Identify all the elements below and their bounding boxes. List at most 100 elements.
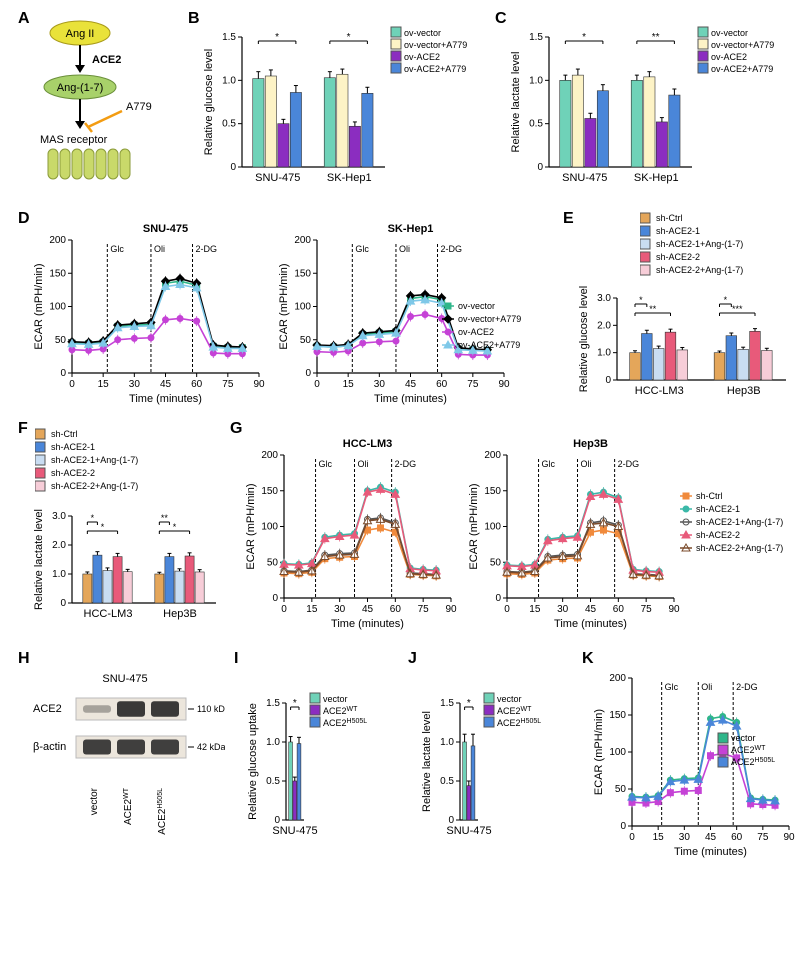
panel-g-chart2: 0501001502000153045607590GlcOli2-DGHep3B…: [465, 435, 680, 630]
svg-text:sh-ACE2-1+Ang-(1-7): sh-ACE2-1+Ang-(1-7): [656, 239, 743, 249]
svg-text:45: 45: [160, 379, 172, 390]
svg-text:2.0: 2.0: [597, 320, 611, 331]
panel-e-chart: 01.02.03.0Relative glucose levelHCC-LM3H…: [575, 268, 790, 408]
svg-text:SNU-475: SNU-475: [272, 825, 317, 837]
panel-j-chart: 00.51.01.5Relative lactate levelSNU-475*…: [418, 658, 573, 848]
svg-text:1.5: 1.5: [440, 698, 454, 709]
svg-text:200: 200: [261, 450, 278, 461]
svg-text:*: *: [293, 698, 297, 709]
svg-text:90: 90: [253, 379, 265, 390]
svg-text:SK-Hep1: SK-Hep1: [327, 172, 372, 184]
svg-text:90: 90: [668, 604, 680, 615]
svg-text:100: 100: [484, 522, 501, 533]
ace2-text: ACE2: [92, 54, 121, 66]
svg-text:ACE2WT: ACE2WT: [123, 787, 135, 825]
panel-b-chart: 00.51.01.5Relative glucose levelSNU-475S…: [200, 15, 480, 195]
svg-text:90: 90: [498, 379, 510, 390]
svg-text:Hep3B: Hep3B: [163, 608, 197, 620]
svg-text:50: 50: [55, 335, 67, 346]
svg-text:2-DG: 2-DG: [618, 459, 640, 469]
svg-text:HCC-LM3: HCC-LM3: [84, 608, 133, 620]
svg-text:30: 30: [679, 832, 691, 843]
svg-text:vector: vector: [497, 694, 522, 704]
svg-text:*: *: [467, 698, 471, 709]
svg-text:ov-ACE2: ov-ACE2: [458, 327, 494, 337]
svg-text:2.0: 2.0: [52, 540, 66, 551]
svg-text:45: 45: [585, 604, 597, 615]
svg-text:sh-ACE2-2: sh-ACE2-2: [696, 530, 740, 540]
svg-text:75: 75: [467, 379, 479, 390]
svg-text:vector: vector: [89, 787, 100, 815]
panel-c-label: C: [495, 10, 507, 28]
svg-text:Hep3B: Hep3B: [727, 385, 761, 397]
svg-text:0.5: 0.5: [222, 119, 236, 130]
svg-text:50: 50: [300, 335, 312, 346]
svg-text:200: 200: [484, 450, 501, 461]
svg-text:***: ***: [732, 304, 743, 314]
svg-text:0: 0: [495, 593, 501, 604]
svg-text:ACE2H505L: ACE2H505L: [497, 718, 541, 729]
svg-text:*: *: [91, 513, 95, 523]
svg-text:ov-ACE2+A779: ov-ACE2+A779: [711, 64, 773, 74]
svg-text:Glc: Glc: [542, 459, 556, 469]
svg-text:0: 0: [629, 832, 635, 843]
svg-text:1.0: 1.0: [440, 737, 454, 748]
svg-text:15: 15: [306, 604, 318, 615]
svg-text:HCC-LM3: HCC-LM3: [635, 385, 684, 397]
svg-text:**: **: [649, 304, 657, 314]
svg-text:ov-vector+A779: ov-vector+A779: [458, 314, 521, 324]
svg-text:0: 0: [60, 368, 66, 379]
svg-text:**: **: [652, 32, 660, 43]
a779-text: A779: [126, 101, 152, 113]
svg-text:0: 0: [69, 379, 75, 390]
svg-text:200: 200: [294, 235, 311, 246]
panel-i-label: I: [234, 650, 238, 668]
svg-text:Glc: Glc: [355, 244, 369, 254]
svg-text:0: 0: [504, 604, 510, 615]
panel-i-chart: 00.51.01.5Relative glucose uptakeSNU-475…: [244, 658, 399, 848]
svg-text:*: *: [173, 522, 177, 532]
svg-text:Glc: Glc: [665, 682, 679, 692]
svg-text:ACE2WT: ACE2WT: [731, 745, 766, 756]
svg-text:ov-ACE2: ov-ACE2: [404, 52, 440, 62]
svg-text:SNU-475: SNU-475: [446, 825, 491, 837]
panel-d-chart1: 0501001502000153045607590GlcOli2-DGSNU-4…: [30, 220, 265, 405]
svg-text:90: 90: [783, 832, 795, 843]
svg-text:110 kDa: 110 kDa: [197, 704, 225, 714]
svg-text:ECAR (mPH/min): ECAR (mPH/min): [33, 263, 45, 349]
svg-text:sh-ACE2-1: sh-ACE2-1: [656, 226, 700, 236]
svg-text:2-DG: 2-DG: [196, 244, 218, 254]
svg-text:ACE2WT: ACE2WT: [323, 706, 358, 717]
svg-text:*: *: [101, 522, 105, 532]
svg-text:50: 50: [267, 557, 279, 568]
svg-text:Oli: Oli: [399, 244, 410, 254]
panel-k-chart: 0501001502000153045607590GlcOli2-DGECAR …: [590, 658, 795, 858]
svg-text:1.0: 1.0: [222, 75, 236, 86]
svg-text:Time (minutes): Time (minutes): [554, 618, 627, 630]
svg-text:ACE2: ACE2: [33, 703, 62, 715]
svg-text:*: *: [275, 32, 279, 43]
panel-a-label: A: [18, 10, 30, 28]
svg-text:0: 0: [60, 598, 66, 609]
svg-text:0.5: 0.5: [266, 776, 280, 787]
panel-d-label: D: [18, 210, 30, 228]
mas-text: MAS receptor: [40, 134, 108, 146]
svg-text:vector: vector: [323, 694, 348, 704]
svg-text:2-DG: 2-DG: [395, 459, 417, 469]
svg-text:Relative glucose level: Relative glucose level: [203, 49, 215, 155]
svg-text:ECAR (mPH/min): ECAR (mPH/min): [593, 709, 605, 795]
svg-text:45: 45: [405, 379, 417, 390]
svg-text:Time (minutes): Time (minutes): [374, 393, 447, 405]
svg-text:Relative glucose level: Relative glucose level: [578, 286, 590, 392]
svg-text:1.0: 1.0: [52, 569, 66, 580]
svg-text:100: 100: [49, 302, 66, 313]
svg-text:Hep3B: Hep3B: [573, 438, 608, 450]
svg-text:0.5: 0.5: [440, 776, 454, 787]
svg-text:sh-ACE2-2+Ang-(1-7): sh-ACE2-2+Ang-(1-7): [696, 543, 783, 553]
svg-text:3.0: 3.0: [52, 511, 66, 522]
svg-text:0: 0: [281, 604, 287, 615]
svg-text:50: 50: [490, 557, 502, 568]
svg-text:0: 0: [272, 593, 278, 604]
svg-text:sh-ACE2-2: sh-ACE2-2: [656, 252, 700, 262]
svg-text:75: 75: [222, 379, 234, 390]
